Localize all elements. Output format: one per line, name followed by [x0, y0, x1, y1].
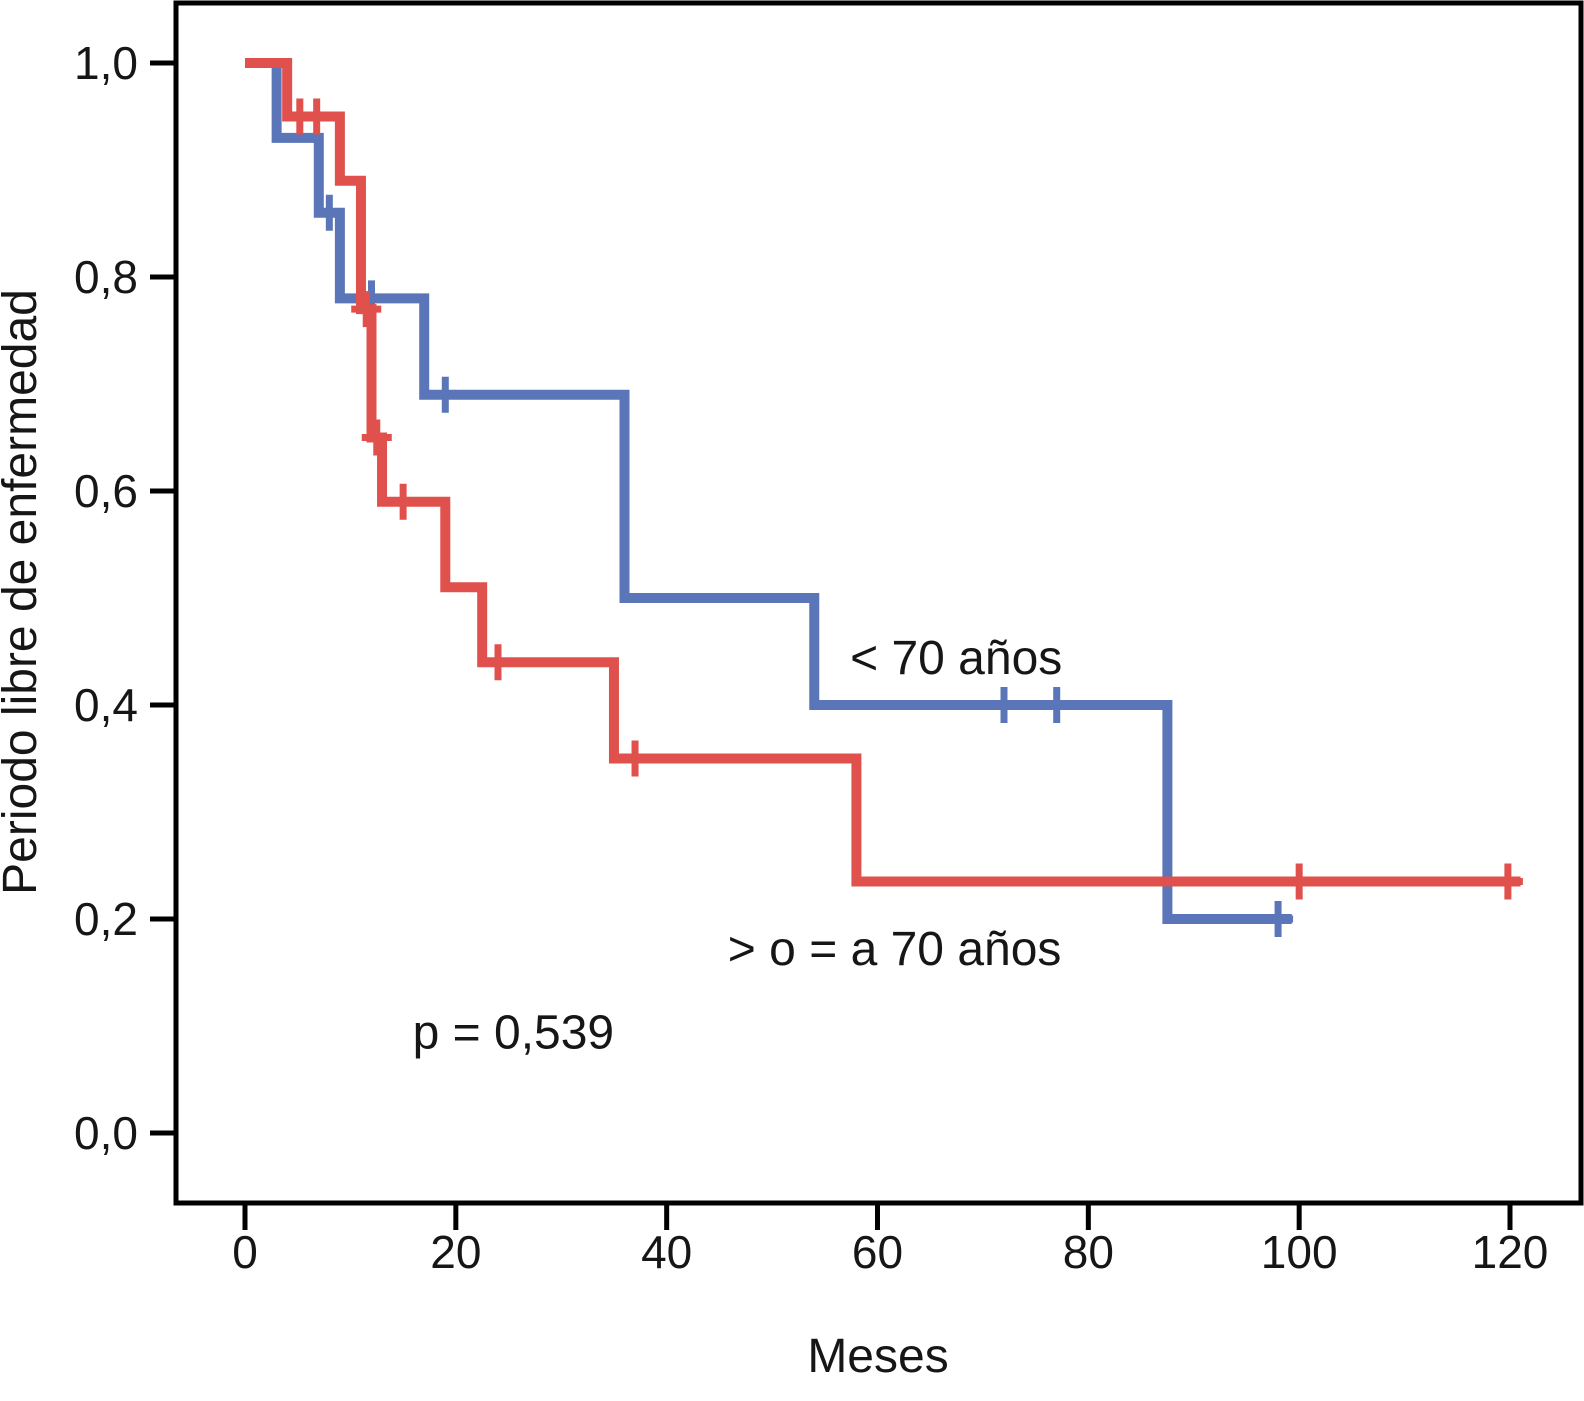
- y-tick-label: 0,8: [74, 251, 138, 303]
- y-axis-ticks: 0,0 0,2 0,4 0,6 0,8 1,0: [74, 37, 176, 1159]
- y-tick-label: 0,2: [74, 893, 138, 945]
- x-tick-label: 20: [430, 1226, 481, 1278]
- x-tick-label: 0: [232, 1226, 258, 1278]
- plot-border: [173, 0, 1584, 1206]
- survival-curve: [245, 58, 1521, 887]
- y-tick-label: 1,0: [74, 37, 138, 89]
- survival-curves: [245, 58, 1523, 937]
- y-tick-label: 0,0: [74, 1107, 138, 1159]
- y-axis-label: Periodo libre de enfermedad: [0, 289, 47, 895]
- x-tick-label: 100: [1261, 1226, 1338, 1278]
- y-tick-label: 0,4: [74, 679, 138, 731]
- series-label: < 70 años: [850, 632, 1062, 685]
- x-tick-label: 120: [1472, 1226, 1549, 1278]
- x-tick-label: 80: [1063, 1226, 1114, 1278]
- x-axis-ticks: 0 20 40 60 80 100 120: [232, 1203, 1548, 1278]
- x-axis-label: Meses: [807, 1330, 948, 1383]
- annotations: p = 0,539: [413, 1006, 615, 1059]
- p-value-annotation: p = 0,539: [413, 1006, 615, 1059]
- y-tick-label: 0,6: [74, 465, 138, 517]
- x-tick-label: 60: [852, 1226, 903, 1278]
- series-label: > o = a 70 años: [728, 923, 1062, 976]
- x-tick-label: 40: [641, 1226, 692, 1278]
- series-labels: < 70 años > o = a 70 años: [728, 632, 1062, 976]
